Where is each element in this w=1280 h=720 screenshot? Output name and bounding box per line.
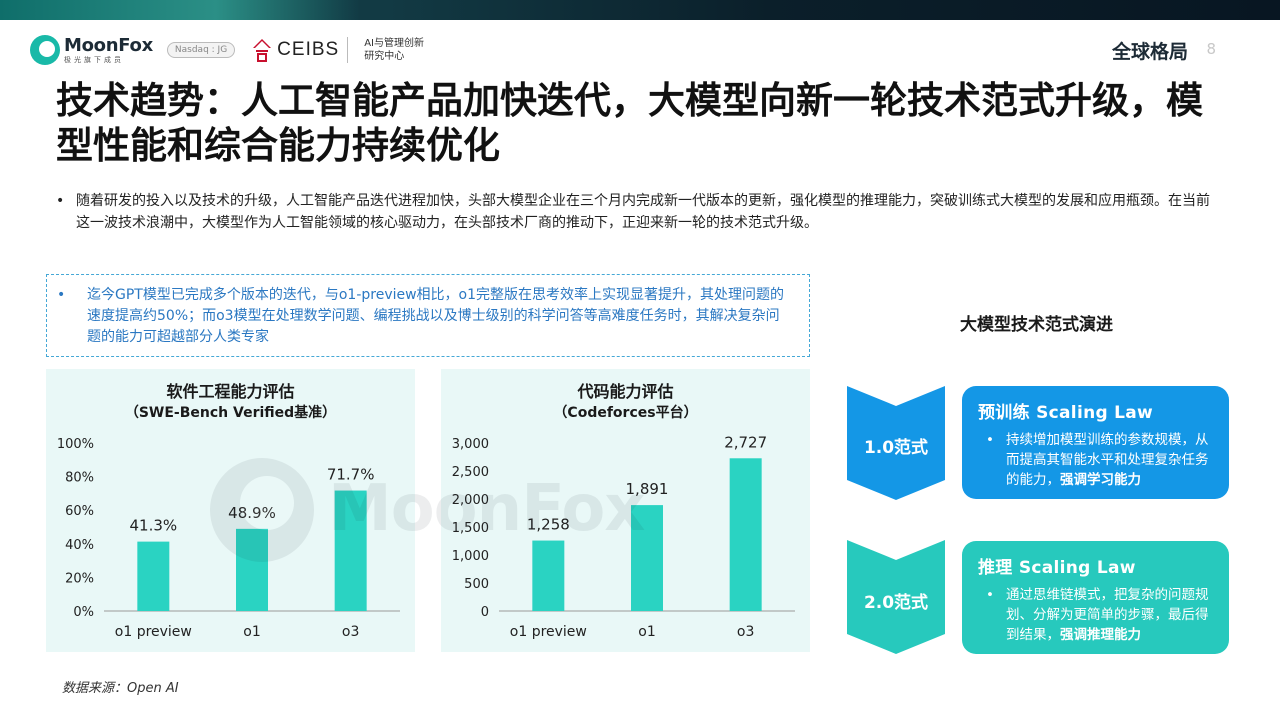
moonfox-logo-sub: 极光旗下成员 — [64, 55, 124, 64]
paradigm-step-1-chevron: 1.0范式 — [847, 386, 945, 500]
paradigm-card-reasoning: 推理 Scaling Law • 通过思维链模式，把复杂的问题规划、分解为更简单… — [962, 541, 1229, 654]
paradigm-card-text: 通过思维链模式，把复杂的问题规划、分解为更简单的步骤，最后得到结果， — [1006, 587, 1209, 643]
chart-subtitle: （SWE-Bench Verified基准） — [125, 404, 336, 421]
chart-subtitle: （Codeforces平台） — [553, 404, 697, 421]
y-tick-label: 1,500 — [452, 521, 489, 536]
data-label: 2,727 — [724, 433, 767, 451]
main-bullet-text: 随着研发的投入以及技术的升级，人工智能产品迭代进程加快，头部大模型企业在三个月内… — [76, 193, 1210, 231]
x-tick-label: o3 — [342, 624, 359, 640]
bar — [334, 490, 367, 611]
paradigm-card-body: • 持续增加模型训练的参数规模，从而提高其智能水平和处理复杂任务的能力，强调学习… — [986, 430, 1218, 490]
y-tick-label: 500 — [464, 577, 489, 592]
bullet-dot: • — [986, 587, 994, 603]
logo-row: MoonFox 极光旗下成员 Nasdaq : JG CEIBS AI与管理创新… — [30, 30, 444, 70]
nasdaq-badge: Nasdaq : JG — [166, 42, 236, 58]
paradigm-flow-title: 大模型技术范式演进 — [960, 315, 1113, 335]
chart-title: 软件工程能力评估 — [166, 382, 294, 401]
swe-bench-chart-svg: 软件工程能力评估 （SWE-Bench Verified基准） 0% 20% 40% 60… — [57, 382, 400, 640]
data-label: 41.3% — [130, 517, 178, 535]
bullet-dot: • — [986, 432, 994, 448]
section-label: 全球格局 — [1111, 41, 1188, 63]
ceibs-logo-icon — [251, 37, 273, 63]
y-tick-label: 2,000 — [452, 493, 489, 508]
ceibs-logo-sub: AI与管理创新 研究中心 — [364, 37, 444, 63]
data-label: 71.7% — [327, 466, 375, 484]
moonfox-logo: MoonFox 极光旗下成员 — [30, 35, 153, 65]
paradigm-card-emphasis: 强调推理能力 — [1060, 627, 1141, 643]
x-tick-label: o1 — [243, 624, 260, 640]
bar — [631, 505, 663, 611]
data-label: 1,891 — [626, 480, 669, 498]
y-tick-label: 80% — [65, 471, 94, 486]
y-tick-label: 20% — [65, 571, 94, 586]
bullet-dot: • — [56, 193, 65, 209]
moonfox-logo-name: MoonFox — [64, 34, 153, 56]
top-band-accent — [0, 0, 360, 20]
page-title: 技术趋势：人工智能产品加快迭代，大模型向新一轮技术范式升级，模型性能和综合能力持… — [56, 79, 1203, 167]
y-tick-label: 2,500 — [452, 465, 489, 480]
x-tick-label: o1 preview — [510, 624, 587, 640]
bar — [137, 541, 170, 611]
page-number: 8 — [1206, 40, 1216, 58]
callout-box: • 迄今GPT模型已完成多个版本的迭代，与o1-preview相比，o1完整版在… — [46, 274, 810, 357]
moonfox-logo-icon — [30, 35, 60, 65]
y-tick-label: 40% — [65, 538, 94, 553]
x-tick-label: o1 — [638, 624, 655, 640]
paradigm-card-body: • 通过思维链模式，把复杂的问题规划、分解为更简单的步骤，最后得到结果，强调推理… — [986, 585, 1218, 645]
paradigm-step-1-label: 1.0范式 — [863, 438, 929, 458]
y-tick-label: 3,000 — [452, 437, 489, 452]
y-tick-label: 1,000 — [452, 549, 489, 564]
paradigm-card-emphasis: 强调学习能力 — [1060, 472, 1141, 488]
bar — [532, 540, 565, 611]
bullet-dot: • — [57, 287, 66, 303]
top-band — [0, 0, 1280, 20]
codeforces-chart-svg: 代码能力评估 （Codeforces平台） 0 500 1,000 1,500 2,000 2… — [452, 382, 795, 640]
data-source: 数据来源：Open AI — [62, 681, 179, 696]
paradigm-card-text: 持续增加模型训练的参数规模，从而提高其智能水平和处理复杂任务的能力， — [1006, 432, 1209, 488]
chart-title: 代码能力评估 — [576, 382, 673, 401]
ceibs-sub-line-1: AI与管理创新 — [364, 38, 424, 49]
y-tick-label: 0% — [73, 605, 94, 620]
ceibs-divider — [347, 37, 349, 63]
x-tick-label: o3 — [737, 624, 754, 640]
paradigm-card-title: 推理 Scaling Law — [978, 558, 1136, 578]
bar — [236, 528, 268, 611]
bar — [729, 458, 762, 611]
paradigm-step-2-label: 2.0范式 — [863, 593, 929, 613]
swe-bench-chart: 软件工程能力评估 （SWE-Bench Verified基准） 0% 20% 40% 60… — [46, 369, 415, 652]
ceibs-sub-line-2: 研究中心 — [364, 51, 405, 62]
x-tick-label: o1 preview — [115, 624, 192, 640]
callout-text: 迄今GPT模型已完成多个版本的迭代，与o1-preview相比，o1完整版在思考… — [87, 287, 785, 345]
y-tick-label: 0 — [481, 605, 489, 620]
ceibs-logo-name: CEIBS — [277, 39, 340, 60]
codeforces-chart: 代码能力评估 （Codeforces平台） 0 500 1,000 1,500 2,000 2… — [441, 369, 810, 652]
y-tick-label: 60% — [65, 504, 94, 519]
y-tick-label: 100% — [57, 437, 94, 452]
data-label: 48.9% — [228, 504, 276, 522]
paradigm-step-2-chevron: 2.0范式 — [847, 540, 945, 654]
data-label: 1,258 — [527, 516, 570, 534]
paradigm-card-title: 预训练 Scaling Law — [978, 403, 1154, 423]
main-bullet: • 随着研发的投入以及技术的升级，人工智能产品迭代进程加快，头部大模型企业在三个… — [56, 190, 1216, 234]
paradigm-card-pretraining: 预训练 Scaling Law • 持续增加模型训练的参数规模，从而提高其智能水… — [962, 386, 1229, 499]
